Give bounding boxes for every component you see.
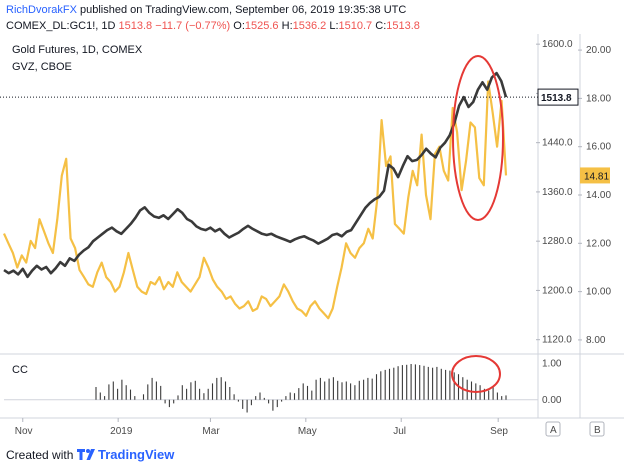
ohlc-line: COMEX_DL:GC1!, 1D 1513.8 −11.7 (−0.77%) … xyxy=(6,20,420,32)
chart-area[interactable]: 1600.01520.01440.01360.01280.01200.01120… xyxy=(0,34,624,438)
gvz-axis-tick-label: 8.00 xyxy=(586,335,606,346)
annotation-ellipse-main xyxy=(452,55,504,221)
gold-axis-tick-label: 1360.0 xyxy=(542,187,573,198)
created-with-label: Created with xyxy=(6,448,74,462)
low-value: 1510.7 xyxy=(338,20,373,32)
cc-axis-tick-label: 1.00 xyxy=(542,358,562,369)
gold-last-badge-label: 1513.8 xyxy=(541,93,572,104)
gold-line xyxy=(3,71,508,279)
author-link[interactable]: RichDvorakFX xyxy=(6,4,77,16)
chart-header: RichDvorakFX published on TradingView.co… xyxy=(0,0,624,34)
time-axis-label: Mar xyxy=(202,426,220,437)
cc-axis-tick-label: 0.00 xyxy=(542,395,562,406)
time-axis-label: Sep xyxy=(490,426,508,437)
tradingview-brand[interactable]: TradingView xyxy=(98,447,175,462)
close-label: C: xyxy=(375,20,387,32)
tradingview-logo-icon xyxy=(77,449,95,460)
last-price: 1513.8 xyxy=(118,20,153,32)
gvz-last-badge-label: 14.81 xyxy=(584,171,609,182)
high-label: H: xyxy=(281,20,293,32)
gvz-scale-label: B xyxy=(594,425,601,436)
gold-axis-tick-label: 1120.0 xyxy=(542,335,572,346)
high-value: 1536.2 xyxy=(292,20,327,32)
time-axis-label: 2019 xyxy=(110,426,133,437)
gvz-last-badge xyxy=(580,167,610,184)
gold-axis-tick-label: 1440.0 xyxy=(542,138,573,149)
auto-scale-label: A xyxy=(550,425,557,436)
price-chart[interactable]: 1600.01520.01440.01360.01280.01200.01120… xyxy=(0,34,624,438)
close-value: 1513.8 xyxy=(386,20,420,32)
time-axis-label: Jul xyxy=(393,426,406,437)
time-axis-label: May xyxy=(298,426,317,437)
gvz-axis-tick-label: 20.00 xyxy=(586,45,611,56)
gvz-scale-button[interactable] xyxy=(589,421,605,437)
open-label: O: xyxy=(233,20,245,32)
gvz-axis-tick-label: 18.00 xyxy=(586,93,611,104)
publish-info: published on TradingView.com, September … xyxy=(79,4,407,16)
gold-axis-tick-label: 1200.0 xyxy=(542,285,573,296)
gvz-axis-tick-label: 16.00 xyxy=(586,142,611,153)
legend-gvz: GVZ, CBOE xyxy=(12,61,72,73)
price-change: −11.7 (−0.77%) xyxy=(155,20,231,32)
legend-gold: Gold Futures, 1D, COMEX xyxy=(12,44,143,56)
chart-background xyxy=(0,34,624,438)
gold-last-badge xyxy=(537,88,579,106)
gvz-axis-tick-label: 12.00 xyxy=(586,238,611,249)
low-label: L: xyxy=(329,20,339,32)
auto-scale-button[interactable] xyxy=(545,421,561,437)
gvz-axis-tick-label: 14.00 xyxy=(586,190,611,201)
annotation-ellipse-cc xyxy=(451,355,501,393)
symbol-label: COMEX_DL:GC1!, 1D xyxy=(6,20,116,32)
open-value: 1525.6 xyxy=(244,20,279,32)
time-axis-label: Nov xyxy=(15,426,33,437)
footer: Created with TradingView xyxy=(0,438,624,471)
gvz-line xyxy=(2,80,508,320)
gold-axis-tick-label: 1280.0 xyxy=(542,236,573,247)
gold-axis-tick-label: 1600.0 xyxy=(542,39,573,50)
publish-line: RichDvorakFX published on TradingView.co… xyxy=(6,4,406,16)
gvz-axis-tick-label: 10.00 xyxy=(586,287,611,298)
legend-cc: CC xyxy=(12,364,28,376)
